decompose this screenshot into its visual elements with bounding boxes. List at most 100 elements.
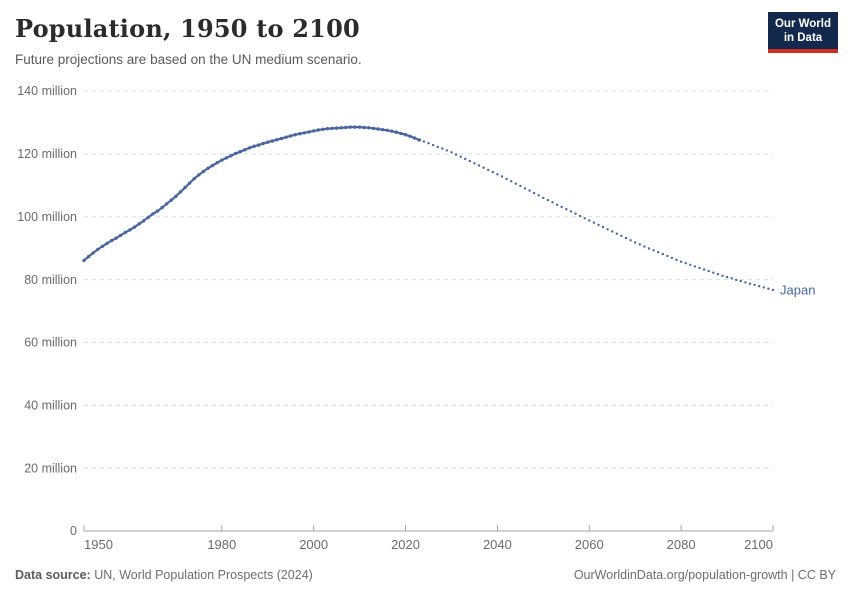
y-tick-label: 120 million (17, 147, 77, 161)
series-dot-projection (771, 288, 775, 292)
series-dot-projection (441, 147, 444, 150)
series-marker-historical (367, 126, 371, 130)
series-dot-projection (523, 187, 527, 190)
series-dot-projection (758, 285, 761, 288)
x-tick-label: 1950 (84, 537, 113, 552)
series-marker-historical (293, 133, 297, 137)
series-dot-projection (464, 157, 467, 161)
entity-label: Japan (780, 282, 816, 298)
series-marker-historical (417, 138, 421, 142)
series-dot-projection (744, 281, 747, 284)
series-dot-projection (647, 247, 651, 250)
series-dot-projection (730, 277, 733, 280)
series-dot-projection (611, 230, 614, 233)
series-dot-projection (445, 149, 449, 152)
series-marker-historical (114, 236, 118, 240)
series-marker-historical (413, 136, 417, 140)
series-dot-projection (739, 279, 742, 283)
x-tick-label: 2060 (575, 537, 604, 552)
y-tick-label: 60 million (24, 336, 77, 350)
series-dot-projection (638, 243, 641, 246)
series-dot-projection (620, 234, 623, 238)
series-marker-historical (298, 132, 302, 136)
y-tick-label: 100 million (17, 210, 77, 224)
series-marker-historical (279, 136, 284, 141)
series-dot-projection (583, 217, 586, 220)
series-marker-historical (266, 140, 270, 144)
x-tick-label: 2100 (744, 537, 773, 552)
series-dot-projection (666, 254, 669, 258)
series-dot-projection (588, 219, 591, 222)
series-dot-projection (555, 203, 559, 206)
series-dot-projection (689, 263, 692, 266)
series-marker-historical (109, 238, 114, 243)
owid-logo[interactable]: Our World in Data (768, 12, 838, 53)
series-dot-projection (712, 271, 715, 274)
page-subtitle: Future projections are based on the UN m… (15, 52, 362, 67)
series-dot-projection (546, 198, 550, 202)
series-marker-historical (233, 151, 238, 156)
series-dot-projection (643, 245, 646, 248)
series-marker-historical (394, 130, 398, 134)
series-dot-projection (569, 210, 573, 213)
owid-logo-line2: in Data (783, 32, 823, 45)
series-dot-projection (684, 262, 687, 265)
series-dot-projection (606, 228, 609, 231)
series-marker-historical (344, 125, 348, 130)
series-marker-historical (243, 148, 247, 152)
series-marker-historical (325, 127, 330, 131)
series-marker-historical (371, 126, 376, 131)
page-title: Population, 1950 to 2100 (15, 14, 360, 43)
series-dot-projection (427, 142, 430, 145)
y-tick-label: 80 million (24, 273, 77, 287)
series-marker-historical (270, 139, 274, 143)
series-dot-projection (615, 232, 618, 235)
series-dot-projection (514, 182, 517, 185)
series-dot-projection (537, 194, 540, 197)
series-marker-historical (312, 129, 316, 133)
y-tick-label: 20 million (24, 461, 77, 475)
series-marker-historical (357, 125, 362, 129)
credit-link[interactable]: OurWorldinData.org/population-growth | C… (573, 568, 836, 582)
series-marker-historical (261, 141, 265, 146)
series-marker-historical (362, 125, 366, 130)
series-marker-historical (201, 169, 206, 174)
series-marker-historical (128, 228, 132, 232)
x-tick-label: 1980 (207, 537, 236, 552)
x-tick-label: 2020 (391, 537, 420, 552)
series-marker-historical (165, 202, 169, 206)
series-marker-historical (339, 126, 343, 130)
series-marker-historical (100, 244, 105, 248)
series-dot-projection (702, 268, 706, 271)
series-dot-projection (657, 251, 660, 254)
series-marker-historical (376, 127, 380, 131)
series-dot-projection (721, 274, 724, 277)
series-line-historical (82, 126, 421, 262)
series-dot-projection (496, 173, 499, 176)
series-marker-historical (224, 156, 229, 160)
series-marker-historical (215, 161, 219, 165)
series-marker-historical (284, 135, 288, 139)
series-marker-historical (155, 209, 160, 213)
series-dot-projection (767, 287, 770, 290)
series-marker-historical (86, 254, 91, 259)
series-dot-projection (510, 180, 513, 183)
series-marker-historical (256, 143, 261, 147)
series-dot-projection (519, 184, 522, 188)
series-marker-historical (91, 251, 95, 255)
series-marker-historical (275, 138, 279, 142)
series-marker-historical (210, 163, 215, 168)
data-source-note: Data source: UN, World Population Prospe… (15, 568, 313, 582)
series-marker-historical (187, 181, 192, 185)
series-dot-projection (597, 223, 600, 227)
series-marker-historical (183, 185, 187, 190)
series-marker-historical (220, 158, 224, 162)
series-marker-historical (123, 230, 128, 235)
series-dot-projection (652, 249, 655, 252)
series-marker-historical (238, 150, 242, 154)
series-marker-historical (146, 215, 150, 219)
series-marker-historical (302, 131, 307, 135)
series-dot-projection (707, 269, 710, 273)
